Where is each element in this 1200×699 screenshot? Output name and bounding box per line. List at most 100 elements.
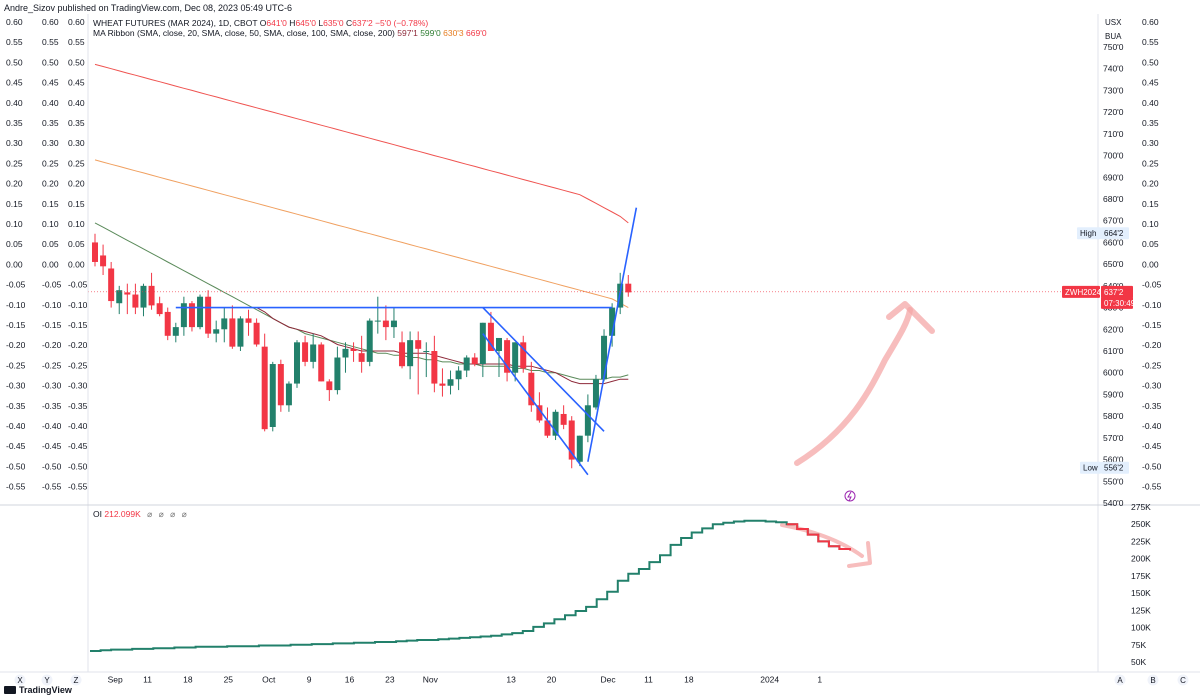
scale-button-bg [14, 674, 26, 686]
ma20-value: 597'1 [397, 28, 418, 38]
percent-tick-label: -0.50 [42, 461, 62, 471]
percent-tick-label: 0.15 [6, 199, 23, 209]
candle-body [172, 327, 179, 336]
candle [552, 409, 559, 441]
low-value: 635'0 [323, 18, 344, 28]
candlestick-series[interactable] [92, 233, 632, 469]
percent-tick-label: 0.10 [1142, 219, 1159, 229]
candle-body [487, 322, 494, 351]
candle-body [108, 268, 115, 302]
time-tick-label: 2024 [760, 674, 779, 684]
price-tick-label: 750'0 [1103, 42, 1124, 52]
candle [504, 337, 511, 382]
oi-legend[interactable]: OI 212.099K ⌀ ⌀ ⌀ ⌀ [93, 509, 189, 519]
percent-tick-label: 0.40 [68, 98, 85, 108]
time-tick-label: Dec [601, 674, 617, 684]
candle-body [188, 303, 195, 328]
candle-body [576, 435, 583, 462]
time-tick-label: 11 [644, 674, 653, 684]
percent-tick-label: 0.30 [6, 138, 23, 148]
price-tick-label: 620'0 [1103, 324, 1124, 334]
candle [294, 340, 300, 388]
percent-tick-label: 0.05 [1142, 239, 1159, 249]
candle-body [261, 346, 268, 430]
high-label-bg [1077, 227, 1101, 240]
percent-tick-label: -0.15 [1142, 320, 1162, 330]
percent-tick-label: 0.55 [6, 37, 23, 47]
symbol-legend: WHEAT FUTURES (MAR 2024), 1D, CBOT O641'… [93, 18, 429, 28]
candle [116, 285, 123, 315]
candle-body [512, 342, 519, 373]
candle [188, 301, 195, 332]
candle [463, 355, 470, 378]
candle-body [148, 285, 155, 306]
time-tick-label: 25 [224, 674, 234, 684]
price-tick-label: 650'0 [1103, 259, 1124, 269]
countdown-tag: 07:30:49 [1104, 299, 1136, 308]
candle-body [269, 364, 276, 427]
candle-body [496, 337, 502, 351]
candle [382, 305, 389, 341]
channel-lower-line [482, 333, 589, 476]
candle-body [455, 370, 462, 380]
ma20-line [256, 307, 629, 385]
percent-tick-label: 0.50 [68, 57, 85, 67]
candle-body [520, 342, 527, 369]
percent-tick-label: -0.20 [42, 340, 62, 350]
high-label: High [1080, 229, 1096, 238]
candle-body [528, 372, 535, 406]
high-value: 645'0 [295, 18, 316, 28]
percent-tick-label: -0.55 [68, 482, 88, 492]
lightning-bolt [847, 491, 852, 502]
candle-body [197, 296, 204, 328]
change-value: −5'0 (−0.78%) [375, 18, 429, 28]
ma50-value: 599'0 [420, 28, 441, 38]
oi-settings-icon[interactable]: ⌀ ⌀ ⌀ ⌀ [147, 509, 189, 519]
candle-body [439, 383, 446, 386]
percent-tick-label: -0.55 [6, 482, 26, 492]
candle-body [221, 318, 228, 330]
candle-body [504, 340, 511, 373]
percent-tick-label: -0.45 [1142, 441, 1162, 451]
ma-ribbon-title: MA Ribbon (SMA, close, 20, SMA, close, 5… [93, 28, 395, 38]
candle [221, 307, 228, 343]
percent-tick-label: 0.50 [1142, 57, 1159, 67]
candle [399, 331, 406, 369]
open-interest-pane[interactable] [90, 519, 851, 652]
candle [140, 283, 147, 317]
percent-tick-label: 0.00 [68, 259, 85, 269]
percent-tick-label: 0.30 [1142, 138, 1159, 148]
candle-body [463, 357, 470, 371]
percent-tick-label: 0.40 [1142, 98, 1159, 108]
candle [601, 329, 608, 382]
percent-tick-label: -0.10 [1142, 300, 1162, 310]
price-tick-label: 660'0 [1103, 237, 1124, 247]
candle-body [447, 379, 454, 386]
price-tick-label: 700'0 [1103, 151, 1124, 161]
ma-ribbon-legend[interactable]: MA Ribbon (SMA, close, 20, SMA, close, 5… [93, 28, 487, 38]
percent-tick-label: -0.45 [6, 441, 26, 451]
oi-tick-label: 275K [1131, 502, 1151, 512]
percent-tick-label: -0.10 [6, 300, 26, 310]
candle-body [471, 357, 478, 365]
candle [261, 333, 268, 432]
percent-tick-label: -0.15 [6, 320, 26, 330]
percent-tick-label: -0.15 [68, 320, 88, 330]
percent-tick-label: 0.60 [68, 17, 85, 27]
time-tick-label: Nov [423, 674, 439, 684]
price-tick-label: 730'0 [1103, 85, 1124, 95]
percent-tick-label: 0.50 [6, 57, 23, 67]
unit-label: BUA [1105, 32, 1122, 41]
candle-body [601, 335, 608, 380]
candle [326, 379, 333, 401]
candle-body [277, 364, 284, 406]
percent-tick-label: -0.55 [42, 482, 62, 492]
candle-body [285, 383, 292, 406]
candle [164, 307, 171, 341]
candle-body [536, 405, 543, 421]
oi-decline-segment [786, 523, 851, 551]
percent-tick-label: -0.30 [6, 381, 26, 391]
candle [334, 346, 341, 395]
candle-body [334, 357, 341, 391]
